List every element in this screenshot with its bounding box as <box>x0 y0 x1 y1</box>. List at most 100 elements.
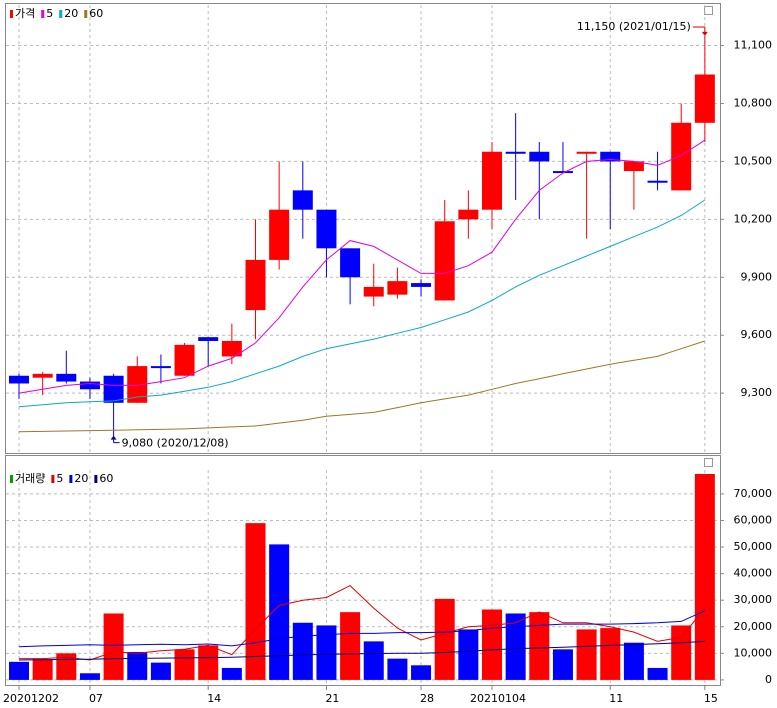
volume-bar <box>127 652 148 680</box>
legend-entry: 5 <box>56 472 63 485</box>
volume-bar <box>150 662 171 680</box>
candle-body <box>292 190 313 210</box>
y-tick-label: 70,000 <box>734 487 773 500</box>
candle-body <box>434 221 455 301</box>
legend-entry: 20 <box>64 7 78 20</box>
candle-body <box>269 209 290 260</box>
price-panel <box>5 3 721 454</box>
y-tick-label: 10,500 <box>734 154 773 167</box>
x-tick-label: 15 <box>704 692 718 705</box>
y-tick-label: 9,600 <box>741 328 773 341</box>
volume-bar <box>316 625 337 680</box>
volume-bar <box>32 659 53 680</box>
candle-body <box>174 344 195 376</box>
volume-bar <box>411 665 432 680</box>
legend-marker <box>94 475 98 483</box>
volume-bar <box>79 673 100 680</box>
volume-bar <box>529 612 550 680</box>
candle-body <box>56 373 77 382</box>
x-tick-label: 07 <box>89 692 103 705</box>
candle-body <box>411 283 432 287</box>
volume-bar <box>623 642 644 680</box>
volume-bar <box>9 661 29 680</box>
x-tick-label: 20210104 <box>470 692 526 705</box>
candle-body <box>623 161 644 172</box>
candle-body <box>529 151 550 162</box>
moving-average <box>18 199 706 408</box>
y-tick-label: 9,300 <box>741 386 773 399</box>
moving-average <box>18 340 705 433</box>
x-tick-label: 11 <box>609 692 623 705</box>
candle-body <box>103 375 124 403</box>
candle-body <box>221 341 242 357</box>
panel-button[interactable] <box>704 6 713 15</box>
y-tick-label: 10,200 <box>734 212 773 225</box>
y-tick-label: 0 <box>765 673 772 686</box>
y-tick-label: 50,000 <box>734 540 773 553</box>
annotation: 11,150 (2021/01/15) <box>577 20 691 33</box>
y-tick-label: 10,800 <box>734 96 773 109</box>
volume-bar <box>340 612 361 680</box>
legend-entry: 5 <box>46 7 53 20</box>
moving-average <box>18 610 706 648</box>
volume-bar <box>269 544 290 680</box>
volume-bar <box>103 613 124 680</box>
y-tick-label: 20,000 <box>734 620 773 633</box>
x-tick-label: 14 <box>207 692 221 705</box>
legend-marker <box>10 10 13 18</box>
volume-bar <box>292 622 313 680</box>
candle-body <box>482 151 502 210</box>
volume-bar <box>221 667 242 680</box>
legend-entry: 60 <box>89 7 103 20</box>
y-tick-label: 60,000 <box>734 513 773 526</box>
volume-bar <box>671 625 692 680</box>
y-tick-label: 9,900 <box>741 270 773 283</box>
legend-marker <box>69 475 73 483</box>
candle-body <box>647 180 668 183</box>
candle-body <box>505 151 526 154</box>
moving-average <box>19 584 706 661</box>
candle-body <box>671 122 692 191</box>
candle-body <box>245 259 266 311</box>
volume-bar <box>600 628 621 680</box>
volume-bar <box>434 598 455 680</box>
candle-body <box>198 337 219 341</box>
legend-entry: 거래량 <box>15 472 45 485</box>
candle-body <box>316 209 337 249</box>
y-tick-label: 40,000 <box>734 567 773 580</box>
volume-bar <box>387 658 408 680</box>
volume-bar <box>245 523 266 680</box>
candle-body <box>150 366 171 369</box>
volume-bar <box>505 613 526 680</box>
candle-body <box>340 248 361 278</box>
volume-bar <box>552 649 573 680</box>
legend-entry: 가격 <box>15 7 35 20</box>
legend-marker <box>84 10 88 18</box>
candle-body <box>600 151 621 162</box>
y-tick-label: 11,100 <box>734 39 773 52</box>
legend-marker <box>41 10 45 18</box>
panel-button[interactable] <box>704 458 713 467</box>
y-tick-label: 30,000 <box>734 593 773 606</box>
legend-marker <box>10 475 13 483</box>
annotation: 9,080 (2020/12/08) <box>122 437 229 450</box>
volume-bar <box>174 649 195 680</box>
moving-average <box>18 640 705 661</box>
volume-bar <box>576 629 597 680</box>
legend-marker <box>51 475 55 483</box>
candle-body <box>694 74 715 123</box>
x-tick-label: 20201202 <box>3 692 59 705</box>
volume-bar <box>647 667 668 680</box>
volume-bar <box>694 473 715 680</box>
candle-body <box>552 171 573 174</box>
legend-entry: 20 <box>74 472 88 485</box>
arrow-head <box>701 31 708 36</box>
volume-bar <box>198 645 219 680</box>
candle-body <box>127 366 148 403</box>
volume-panel <box>5 455 721 686</box>
volume-bar <box>363 641 384 680</box>
candle-body <box>363 286 384 297</box>
moving-average <box>18 139 706 394</box>
